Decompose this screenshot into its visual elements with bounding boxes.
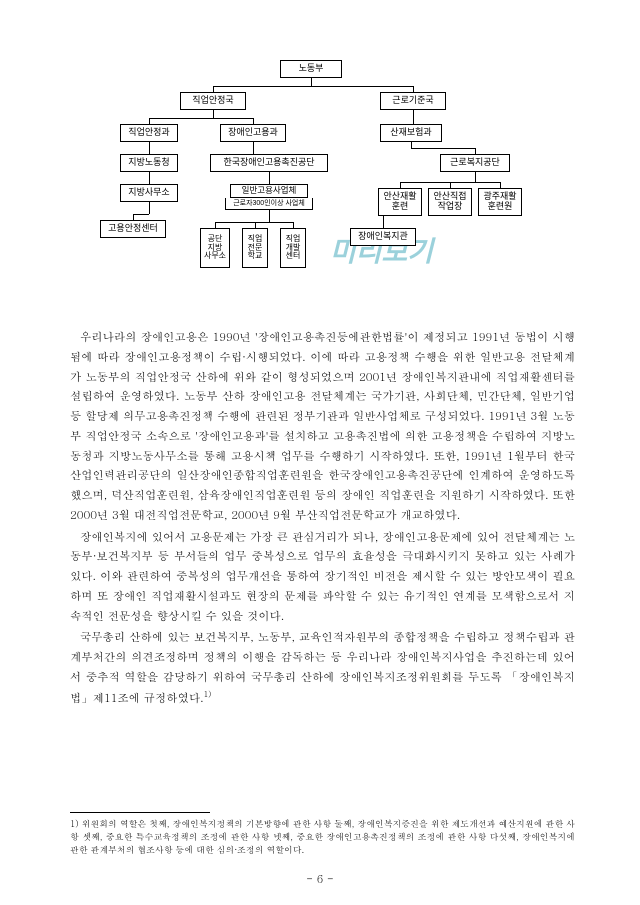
chart-edge [133,214,134,220]
chart-edge [450,182,451,188]
chart-edge [149,202,150,214]
chart-edge [475,148,476,154]
node-kepad: 한국장애인고용촉진공단 [210,154,328,172]
node-corp-branch: 공단 지방 사무소 [200,228,230,268]
node-general-emp-biz: 일반고용사업체 [230,184,308,198]
chart-edge [213,110,214,118]
chart-edge [149,118,253,119]
paragraph-1: 우리나라의 장애인고용은 1990년 '장애인고용촉진등에관한법률'이 제정되고… [70,328,575,526]
node-local-labor-office: 지방노동청 [120,154,178,172]
chart-edge [149,172,150,184]
chart-edge [413,110,414,124]
chart-edge [255,222,256,228]
footnote-text: 1) 위원회의 역할은 첫째, 장애인복지정책의 기본방향에 관한 사항 둘째,… [70,818,575,858]
chart-edge [269,210,270,222]
body-text-block: 우리나라의 장애인고용은 1990년 '장애인고용촉진등에관한법률'이 제정되고… [70,328,575,710]
footnote-marker: 1) [204,689,212,700]
chart-edge [293,222,294,228]
chart-edge [311,78,312,86]
chart-edge [475,172,476,182]
chart-edge [413,86,414,92]
footnote-rule [70,812,210,813]
chart-edge [253,142,254,154]
node-voc-ability-dev: 직업 개발 센터 [280,228,306,268]
node-root: 노동부 [280,60,342,78]
chart-edge [213,86,214,92]
paragraph-3: 국무총리 산하에 있는 보건복지부, 노동부, 교육인적자원부의 종합정책을 수… [70,628,575,708]
node-emp-stability-center: 고용안정센터 [100,220,166,238]
node-disabled-welfare-center: 장애인복지관 [350,228,416,246]
chart-edge [269,172,270,184]
chart-edge [149,118,150,124]
chart-edge [215,222,216,228]
node-labor-standards-bureau: 근로기준국 [380,92,446,110]
node-disabled-emp-div: 장애인고용과 [220,124,286,142]
chart-edge [253,118,254,124]
chart-edge [133,214,149,215]
chart-edge [213,86,413,87]
chart-edge [411,148,475,149]
node-general-emp-biz-sub: 근로자300인이상 사업체 [225,198,313,210]
document-page: 미리보기 노동부 직업안정국 근로기준국 직업안정과 장애인고용과 산재보험과 … [0,0,640,905]
chart-edge [500,182,501,188]
node-job-stability-div: 직업안정과 [120,124,178,142]
node-gwangju-rehab: 광주재활 훈련원 [478,188,522,216]
node-local-office: 지방사무소 [120,184,178,202]
chart-edge [383,216,384,228]
org-chart: 노동부 직업안정국 근로기준국 직업안정과 장애인고용과 산재보험과 지방노동청… [80,60,560,310]
node-ansan-rehab-train: 안산재활 훈련 [378,188,422,216]
node-ansan-direct-work: 안산직접 작업장 [428,188,472,216]
page-number: - 6 - [0,872,640,887]
paragraph-2: 장애인복지에 있어서 고용문제는 가장 큰 관심거리가 되나, 장애인고용문제에… [70,528,575,627]
node-labor-welfare-corp: 근로복지공단 [440,154,510,172]
chart-edge [400,182,401,188]
chart-edge [215,222,293,223]
chart-edge [149,142,150,154]
node-job-stability-bureau: 직업안정국 [180,92,246,110]
node-vocational-school: 직업 전문 학교 [242,228,268,268]
node-accident-ins-div: 산재보험과 [380,124,442,142]
